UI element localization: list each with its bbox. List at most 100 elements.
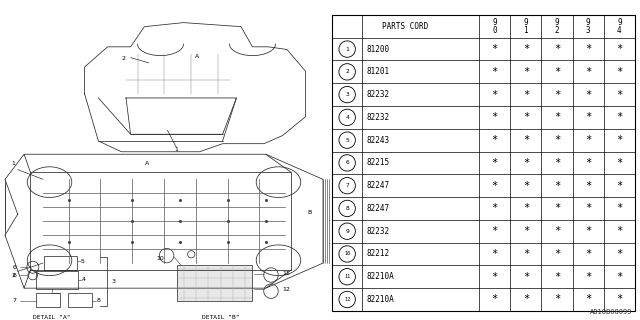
Text: *: *	[554, 272, 560, 282]
Text: *: *	[554, 226, 560, 236]
Text: *: *	[554, 181, 560, 191]
Text: *: *	[616, 112, 623, 122]
Text: *: *	[554, 44, 560, 54]
Text: 81201: 81201	[367, 67, 390, 76]
Text: *: *	[616, 135, 623, 145]
Text: DETAIL "A": DETAIL "A"	[33, 315, 71, 320]
Text: *: *	[554, 294, 560, 305]
Text: *: *	[616, 67, 623, 77]
Text: *: *	[585, 44, 591, 54]
Text: *: *	[492, 181, 498, 191]
Text: *: *	[585, 135, 591, 145]
Text: *: *	[492, 272, 498, 282]
Text: 82232: 82232	[367, 90, 390, 99]
Text: *: *	[554, 135, 560, 145]
Text: *: *	[585, 204, 591, 213]
Text: 1: 1	[175, 147, 179, 152]
Text: *: *	[616, 44, 623, 54]
Text: 9
4: 9 4	[617, 18, 621, 35]
Text: 6: 6	[345, 160, 349, 165]
Bar	[332, 15, 635, 311]
Text: *: *	[492, 135, 498, 145]
Bar	[44, 256, 77, 270]
Text: PARTS CORD: PARTS CORD	[382, 22, 429, 31]
Text: 5: 5	[345, 138, 349, 143]
Text: *: *	[585, 158, 591, 168]
Text: 4: 4	[345, 115, 349, 120]
Text: 4: 4	[82, 277, 86, 282]
Text: *: *	[523, 181, 529, 191]
Text: *: *	[585, 226, 591, 236]
Text: A810B00099: A810B00099	[589, 309, 632, 315]
Text: 3: 3	[345, 92, 349, 97]
Text: *: *	[554, 204, 560, 213]
Text: *: *	[523, 112, 529, 122]
Text: DETAIL "B": DETAIL "B"	[202, 315, 239, 320]
Text: 8: 8	[345, 206, 349, 211]
Text: B: B	[307, 210, 311, 215]
Text: *: *	[523, 135, 529, 145]
Text: *: *	[585, 272, 591, 282]
Text: *: *	[616, 249, 623, 259]
Text: *: *	[585, 294, 591, 305]
Text: 81200: 81200	[367, 44, 390, 53]
Text: 3: 3	[112, 279, 116, 284]
Text: *: *	[492, 90, 498, 100]
Text: *: *	[616, 204, 623, 213]
Text: 6: 6	[12, 265, 16, 270]
Text: *: *	[492, 226, 498, 236]
Text: *: *	[523, 158, 529, 168]
Text: *: *	[523, 67, 529, 77]
Text: 82247: 82247	[367, 181, 390, 190]
Text: *: *	[616, 181, 623, 191]
Text: 9
2: 9 2	[555, 18, 559, 35]
Text: *: *	[492, 204, 498, 213]
Text: 1: 1	[12, 161, 15, 166]
Text: *: *	[523, 249, 529, 259]
Text: *: *	[523, 204, 529, 213]
Text: *: *	[492, 112, 498, 122]
Text: 82215: 82215	[367, 158, 390, 167]
Text: *: *	[585, 181, 591, 191]
Text: *: *	[616, 294, 623, 305]
Text: *: *	[554, 67, 560, 77]
Text: 11: 11	[344, 274, 350, 279]
Bar	[36, 271, 79, 289]
Text: 82210A: 82210A	[367, 295, 395, 304]
Text: *: *	[554, 158, 560, 168]
Bar	[36, 293, 60, 308]
Text: 12: 12	[344, 297, 350, 302]
Text: *: *	[585, 90, 591, 100]
Text: *: *	[492, 249, 498, 259]
Text: 9
3: 9 3	[586, 18, 591, 35]
Text: 9
0: 9 0	[492, 18, 497, 35]
Text: *: *	[492, 44, 498, 54]
Text: 8: 8	[97, 299, 100, 303]
Text: 82247: 82247	[367, 204, 390, 213]
Text: A: A	[145, 161, 149, 166]
Text: *: *	[616, 226, 623, 236]
Text: 2: 2	[122, 56, 125, 61]
Text: 9: 9	[345, 229, 349, 234]
Text: 11: 11	[283, 271, 291, 276]
Text: 10: 10	[156, 256, 164, 261]
Text: *: *	[585, 67, 591, 77]
Text: *: *	[585, 249, 591, 259]
Text: *: *	[492, 158, 498, 168]
Text: A: A	[195, 53, 199, 59]
Text: *: *	[492, 67, 498, 77]
Text: *: *	[616, 158, 623, 168]
Text: *: *	[523, 44, 529, 54]
Text: *: *	[523, 226, 529, 236]
Bar	[177, 265, 252, 301]
Text: 2: 2	[12, 273, 15, 278]
Text: *: *	[616, 272, 623, 282]
Text: *: *	[585, 112, 591, 122]
Text: 10: 10	[344, 252, 350, 256]
Text: 82212: 82212	[367, 250, 390, 259]
Text: 7: 7	[345, 183, 349, 188]
Text: 1: 1	[345, 47, 349, 52]
Text: *: *	[554, 90, 560, 100]
Text: 2: 2	[345, 69, 349, 74]
Text: *: *	[523, 90, 529, 100]
